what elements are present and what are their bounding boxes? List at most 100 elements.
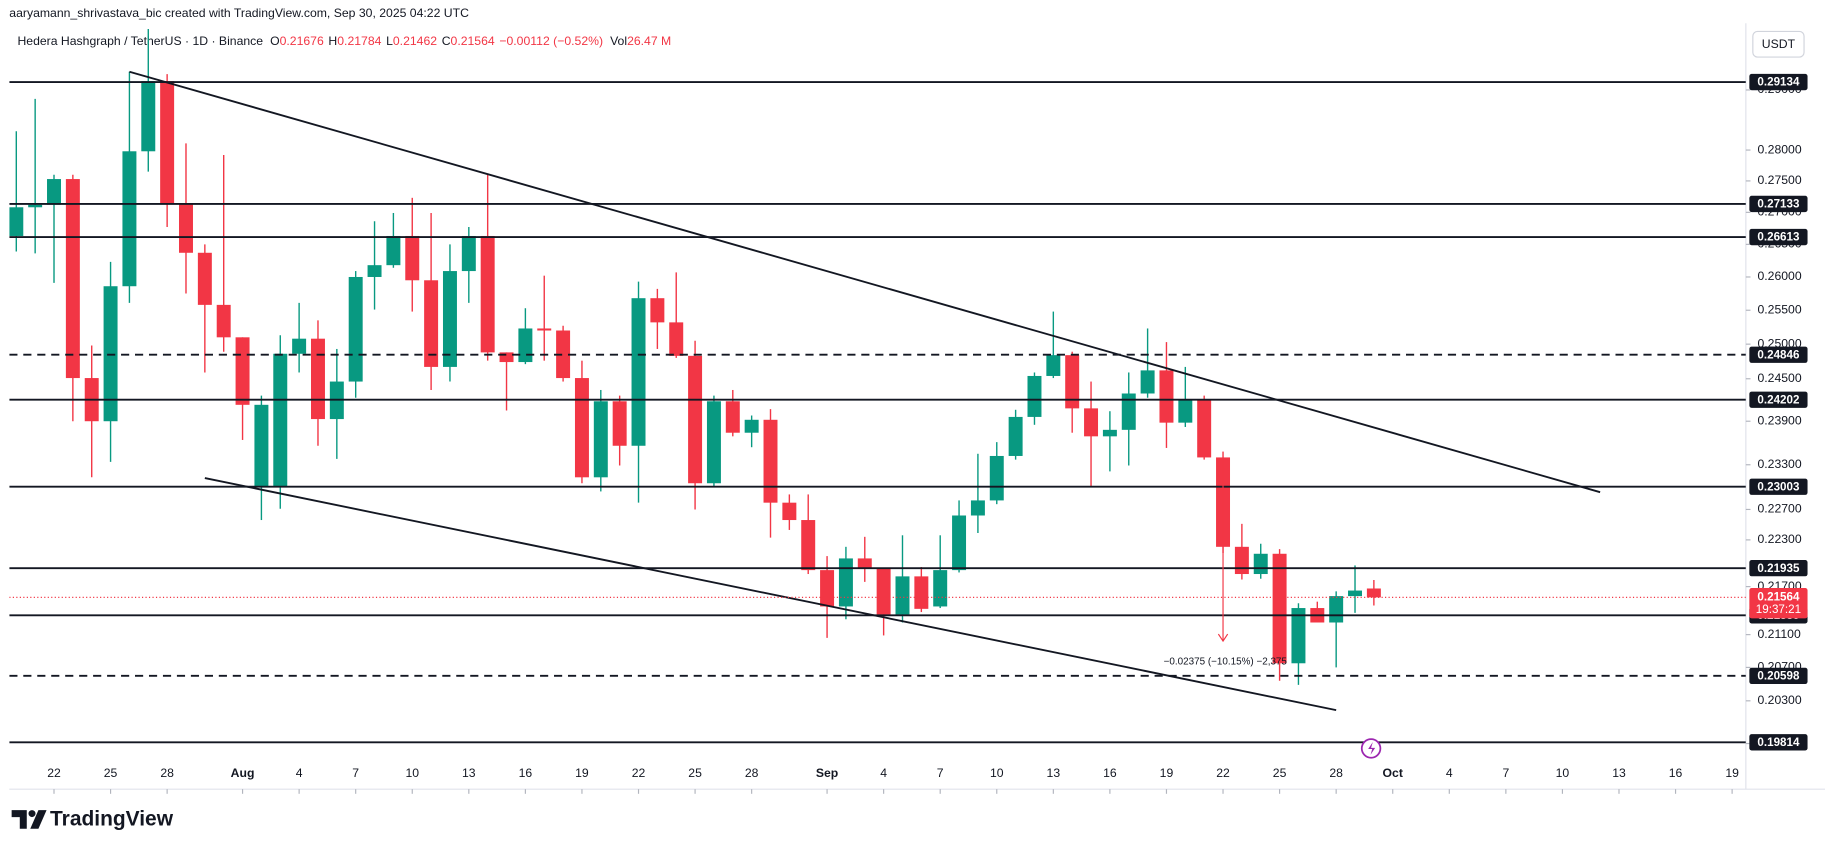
candle-body	[348, 276, 363, 382]
candle-body	[480, 235, 495, 353]
x-tick-label: 28	[160, 766, 174, 780]
x-tick-label: 10	[990, 766, 1004, 780]
volume-value: 26.47 M	[627, 34, 671, 48]
x-tick-label: 7	[937, 766, 944, 780]
x-tick-label: 25	[688, 766, 702, 780]
candle-body	[801, 520, 816, 571]
candle-body	[1178, 399, 1193, 423]
level-label-box	[1749, 346, 1808, 363]
x-tick-label: Sep	[816, 766, 838, 780]
candle-body	[1065, 355, 1080, 409]
x-tick-label: 22	[47, 766, 61, 780]
level-label-box	[1749, 228, 1808, 246]
candle-body	[386, 235, 401, 266]
y-tick-label: 0.22300	[1757, 532, 1801, 546]
x-tick-label: 7	[1502, 766, 1509, 780]
x-tick-label: Aug	[231, 766, 255, 780]
candle-body	[235, 337, 250, 405]
symbol-title: Hedera Hashgraph / TetherUS · 1D · Binan…	[17, 34, 263, 48]
candle-body	[706, 401, 721, 484]
logo-mark	[28, 810, 36, 818]
y-tick-label: 0.24500	[1757, 371, 1801, 385]
last-price-box	[1749, 588, 1808, 619]
y-tick-label: 0.21100	[1757, 627, 1800, 641]
x-tick-label: 4	[1446, 766, 1453, 780]
level-label: 0.21935	[1757, 562, 1800, 575]
candle-body	[782, 502, 797, 521]
candle-body	[631, 298, 646, 446]
currency-label: USDT	[1762, 37, 1796, 51]
candle-body	[47, 179, 61, 205]
plot-area: −0.02375 (−10.15%) −2,375	[9, 29, 1746, 744]
candle-body	[914, 576, 929, 609]
level-label: 0.27133	[1757, 198, 1800, 211]
level-label-box	[1749, 667, 1808, 685]
x-tick-label: 22	[1216, 766, 1230, 780]
candle-body	[970, 500, 985, 516]
candle-body	[1084, 408, 1099, 437]
x-tick-label: 10	[405, 766, 419, 780]
x-tick-label: 22	[632, 766, 646, 780]
candle-body	[65, 179, 80, 379]
level-label-box	[1749, 73, 1808, 91]
candle-body	[895, 576, 910, 615]
ohlc-label: H	[328, 34, 337, 48]
logo-text: TradingView	[50, 808, 174, 831]
y-tick-label: 0.25500	[1757, 302, 1801, 316]
logo-mark	[30, 810, 47, 829]
candle-body	[160, 81, 175, 204]
y-tick-label: 0.23900	[1757, 413, 1801, 427]
candle-body	[1329, 596, 1344, 623]
candle-body	[763, 419, 778, 503]
x-tick-label: 10	[1556, 766, 1570, 780]
candle-body	[876, 567, 891, 615]
candle-body	[556, 330, 571, 379]
level-label-box	[1749, 560, 1808, 577]
ohlc-value: 0.21676	[280, 34, 324, 48]
y-tick-label: 0.26000	[1757, 269, 1801, 283]
x-tick-label: 19	[1725, 766, 1739, 780]
measure-label: −0.02375 (−10.15%) −2,375	[1164, 657, 1288, 668]
event-bolt	[1368, 742, 1376, 755]
candle-body	[273, 353, 288, 487]
currency-button[interactable]	[1752, 30, 1805, 58]
y-tick-label: 0.28000	[1757, 142, 1801, 156]
x-tick-label: 19	[1160, 766, 1174, 780]
candle-body	[1140, 370, 1155, 394]
x-tick-label: 4	[880, 766, 887, 780]
price-labels: 0.29134 0.27133 0.26613 0.24846 0.24202 0.230…	[1749, 73, 1808, 751]
candle-body	[254, 404, 269, 487]
x-tick-label: 16	[1103, 766, 1117, 780]
y-tick-label: 0.23300	[1757, 457, 1801, 471]
x-tick-label: 16	[519, 766, 533, 780]
candle-body	[1159, 370, 1174, 423]
candle-body	[292, 338, 307, 354]
candle-body	[310, 338, 325, 420]
candle-body	[28, 204, 43, 208]
level-label-box	[1749, 195, 1808, 213]
candle-body	[1348, 590, 1362, 597]
measure-arrowhead	[1217, 633, 1229, 643]
legend: Hedera Hashgraph / TetherUS · 1D · Binan…	[17, 34, 671, 48]
candle-body	[574, 378, 589, 478]
ohlc-label: C	[442, 34, 451, 48]
level-label: 0.24202	[1757, 393, 1799, 406]
x-tick-label: 13	[1047, 766, 1061, 780]
candle-body	[952, 515, 967, 571]
volume-label: Vol	[610, 34, 627, 48]
level-label-box	[1749, 391, 1808, 408]
candle-body	[650, 298, 665, 323]
candle-body	[103, 286, 118, 422]
candle-body	[933, 570, 948, 607]
ohlc-value: 0.21462	[393, 34, 437, 48]
candle-body	[857, 558, 872, 568]
candle-body	[593, 401, 608, 478]
candle-body	[367, 265, 382, 277]
x-tick-label: 7	[352, 766, 359, 780]
level-label-box	[1749, 478, 1808, 495]
candle-body	[216, 304, 231, 338]
y-tick-label: 0.27500	[1757, 173, 1801, 187]
x-tick-label: 4	[296, 766, 303, 780]
